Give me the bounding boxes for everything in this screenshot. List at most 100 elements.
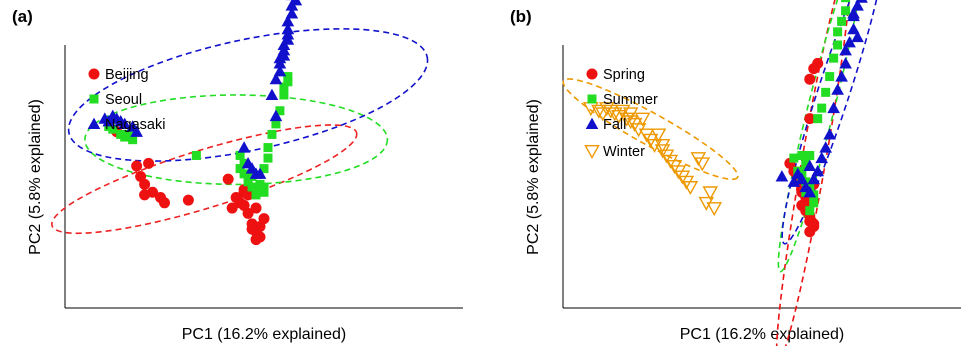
panel-b-point-summer-19 xyxy=(837,16,847,26)
panel-a-point-nagasaki-13 xyxy=(265,88,279,101)
panel-a-point-nagasaki-16 xyxy=(273,64,287,77)
panel-a-point-seoul-27 xyxy=(283,77,293,87)
panel-b-point-fall-14 xyxy=(835,70,848,82)
panel-b-point-summer-5 xyxy=(805,150,815,160)
panel-b-point-fall-15 xyxy=(839,57,852,69)
panel-b-point-summer-11 xyxy=(797,166,807,176)
panel-a-point-beijing-4 xyxy=(139,178,151,190)
legend-b-marker-winter xyxy=(584,145,600,160)
panel-a-point-beijing-8 xyxy=(147,186,159,198)
legend-b-marker-summer xyxy=(587,94,597,104)
legend-b-label-winter: Winter xyxy=(603,144,645,160)
legend-a-label-nagasaki: Nagasaki xyxy=(105,117,165,133)
panel-b-point-winter-26 xyxy=(694,157,711,172)
panel-a-y-axis-title: PC2 (5.8% explained) xyxy=(27,99,44,255)
panel-b-point-fall-10 xyxy=(819,141,833,153)
panel-a-point-seoul-20 xyxy=(263,153,273,163)
panel-b-ellipse-winter xyxy=(562,78,739,181)
panel-a-point-beijing-7 xyxy=(159,197,170,209)
panel-a-point-beijing-21 xyxy=(246,223,258,235)
panel-b-point-summer-17 xyxy=(833,40,843,50)
panel-b-point-winter-24 xyxy=(682,181,699,196)
panel-a-point-seoul-7 xyxy=(235,150,245,160)
panel-b-point-summer-16 xyxy=(829,53,839,63)
panel-a-x-axis-title: PC1 (16.2% explained) xyxy=(182,326,347,343)
panel-a-point-beijing-26 xyxy=(250,202,262,214)
panel-a-legend: Beijing Seoul Nagasaki xyxy=(87,67,165,133)
panel-a-point-beijing-9 xyxy=(182,194,194,206)
panel-b-point-fall-12 xyxy=(827,101,840,114)
legend-b-label-summer: Summer xyxy=(603,92,658,108)
panel-b-label: (b) xyxy=(510,7,532,26)
panel-a-point-seoul-23 xyxy=(271,119,281,129)
panel-a-point-beijing-24 xyxy=(226,202,238,214)
panel-b-point-summer-20 xyxy=(841,6,851,16)
panel-b-ellipse-fall xyxy=(781,0,886,245)
panel-a-point-seoul-17 xyxy=(259,182,269,192)
panel-b-point-fall-21 xyxy=(855,0,868,3)
panel-a-label: (a) xyxy=(12,7,33,26)
legend-a-marker-nagasaki xyxy=(87,117,101,130)
panel-b-point-summer-21 xyxy=(841,0,851,3)
panel-b-point-fall-16 xyxy=(839,43,852,56)
panel-a-point-nagasaki-25 xyxy=(281,15,295,27)
panel-b-point-spring-13 xyxy=(808,218,820,230)
panel-a-ellipse-nagasaki xyxy=(67,28,429,162)
panel-a-point-nagasaki-14 xyxy=(269,109,283,122)
panel-b-point-winter-31 xyxy=(654,138,671,153)
panel-b-x-axis-title: PC1 (16.2% explained) xyxy=(680,326,845,343)
panel-a-point-seoul-18 xyxy=(259,187,269,197)
panel-b-point-fall-5 xyxy=(803,185,817,198)
panel-b-point-winter-29 xyxy=(706,202,723,217)
panel-b-point-summer-4 xyxy=(801,158,811,168)
panel-a-point-nagasaki-15 xyxy=(269,72,283,85)
panel-a-point-seoul-9 xyxy=(239,158,249,168)
legend-b-label-spring: Spring xyxy=(603,67,645,83)
legend-a-label-beijing: Beijing xyxy=(105,67,149,83)
panel-a-point-seoul-25 xyxy=(279,90,289,100)
panel-a-point-nagasaki-5 xyxy=(118,117,132,129)
panel-b-point-summer-12 xyxy=(813,114,823,124)
legend-a-label-seoul: Seoul xyxy=(105,92,142,108)
panel-a-point-seoul-5 xyxy=(128,135,138,145)
panel-b-point-summer-13 xyxy=(817,103,827,113)
panel-b-point-winter-1 xyxy=(591,104,607,119)
panel-b-point-winter-5 xyxy=(606,107,623,122)
panel-b-point-summer-9 xyxy=(805,206,815,216)
panel-a-point-nagasaki-7 xyxy=(130,125,143,137)
panel-a-point-seoul-19 xyxy=(259,164,269,174)
panel-b-point-fall-6 xyxy=(807,172,821,185)
panel-a-point-nagasaki-28 xyxy=(289,0,303,6)
panel-a-point-beijing-15 xyxy=(242,207,254,219)
panel-b-point-fall-23 xyxy=(851,30,864,43)
panel-b-point-spring-14 xyxy=(796,199,808,211)
panel-b-point-summer-18 xyxy=(833,27,843,37)
panel-b-point-winter-12 xyxy=(634,112,651,127)
panel-b-point-summer-24 xyxy=(797,150,807,160)
panel-a-point-seoul-24 xyxy=(275,106,285,116)
panel-a-point-nagasaki-24 xyxy=(281,22,295,35)
panel-a: (a) PC1 (16.2% explained) PC2 (5.8% expl… xyxy=(12,0,463,343)
panel-a-point-beijing-20 xyxy=(258,213,270,225)
panel-b-point-spring-15 xyxy=(804,73,816,85)
panel-a-point-beijing-1 xyxy=(143,157,155,169)
panel-b-point-fall-7 xyxy=(811,164,825,177)
legend-a-marker-seoul xyxy=(89,94,99,104)
panel-a-point-seoul-4 xyxy=(124,129,134,139)
panel-b-point-winter-30 xyxy=(622,107,639,122)
legend-b-marker-spring xyxy=(586,68,598,80)
panel-a-point-seoul-15 xyxy=(251,190,261,200)
panel-b-point-fall-22 xyxy=(847,7,860,19)
panel-b-point-summer-15 xyxy=(825,72,835,82)
panel-b-point-fall-17 xyxy=(843,36,856,48)
panel-a-point-seoul-28 xyxy=(283,72,293,82)
panel-b-point-winter-9 xyxy=(622,115,639,130)
panel-b-point-winter-28 xyxy=(702,186,719,201)
panel-b-y-axis-title: PC2 (5.8% explained) xyxy=(525,99,542,255)
panel-a-point-seoul-11 xyxy=(243,177,253,187)
panel-b-point-fall-8 xyxy=(803,159,817,172)
panel-a-point-beijing-2 xyxy=(131,160,143,172)
panel-b-point-winter-16 xyxy=(650,128,667,143)
panel-a-plot-area xyxy=(51,0,429,246)
panel-a-point-nagasaki-26 xyxy=(285,7,299,19)
